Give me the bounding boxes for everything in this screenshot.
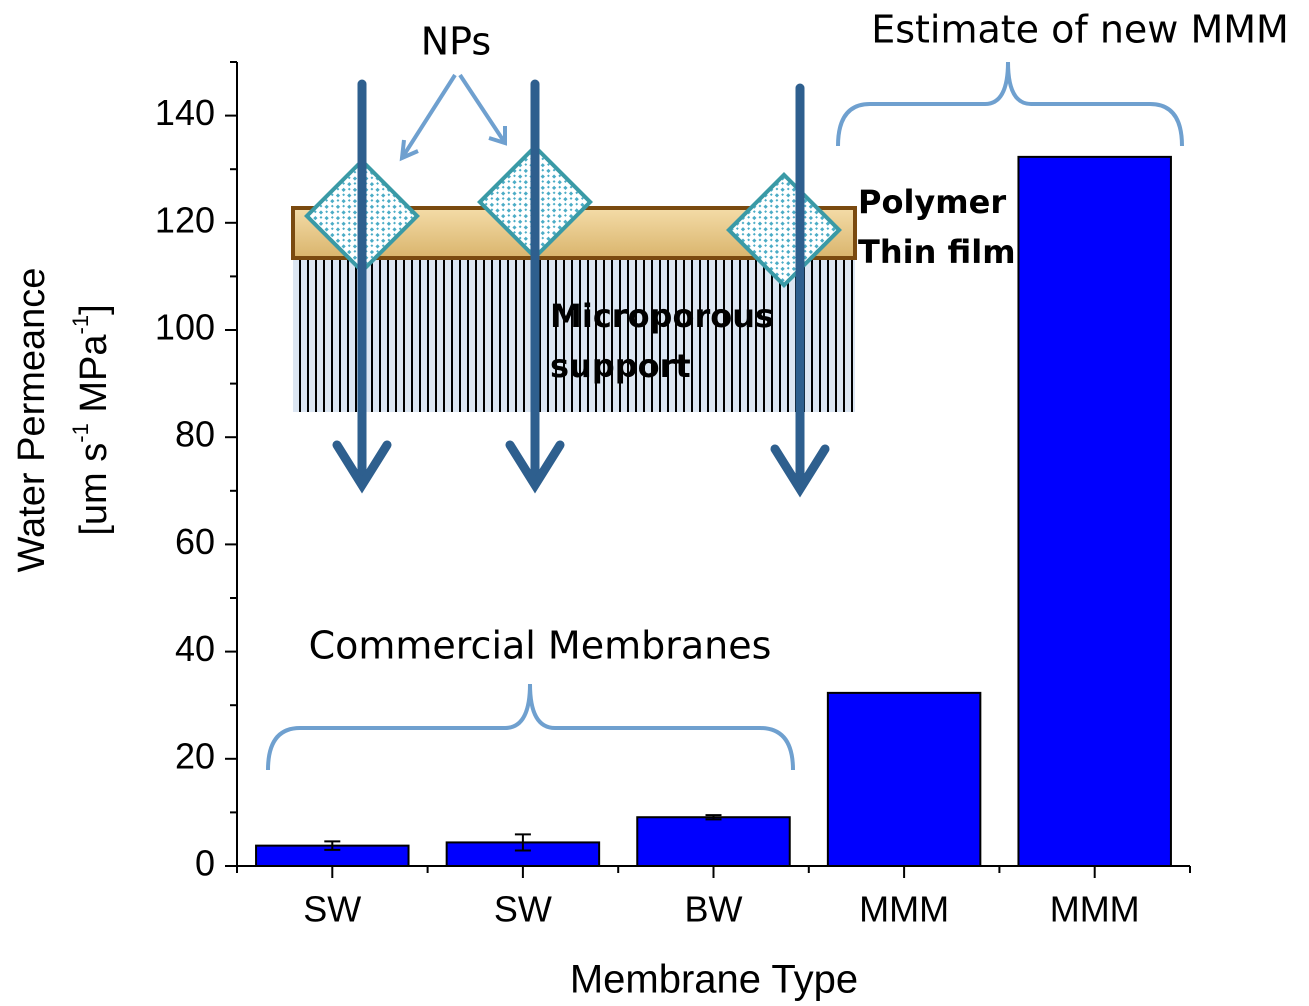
bar — [637, 817, 789, 866]
annotation: Thin film — [858, 233, 1016, 271]
bar — [828, 693, 980, 866]
np-pointers — [402, 75, 505, 158]
chart: 0 20 40 60 80 100 120 140 SW SW BW MMM MMM NPs Estim… — [0, 0, 1309, 1006]
y-tick-label: 120 — [155, 199, 215, 240]
superscript: -1 — [68, 315, 93, 335]
units-text: MPa — [73, 334, 115, 424]
annotation: Polymer — [858, 183, 1006, 221]
annotation: Estimate of new MMM — [871, 8, 1289, 52]
annotation: support — [550, 347, 691, 385]
brace — [268, 684, 793, 770]
plot-area: 0 20 40 60 80 100 120 140 SW SW BW MMM MMM — [155, 62, 1190, 930]
y-axis-units: [um s-1 MPa-1] — [68, 304, 115, 535]
annotation: Commercial Membranes — [309, 624, 772, 668]
y-tick-label: 20 — [175, 735, 215, 776]
brace — [838, 62, 1182, 146]
y-tick-label: 40 — [175, 628, 215, 669]
x-tick-label: SW — [494, 889, 552, 930]
x-tick-label: MMM — [1050, 889, 1140, 930]
units-text: [um s — [73, 443, 115, 536]
annotation: NPs — [421, 20, 491, 64]
y-tick-label: 80 — [175, 414, 215, 455]
x-axis-label: Membrane Type — [570, 958, 858, 1002]
x-tick-label: MMM — [859, 889, 949, 930]
support-layer — [293, 258, 855, 412]
y-tick-label: 140 — [155, 92, 215, 133]
x-tick-label: SW — [303, 889, 361, 930]
y-tick-label: 100 — [155, 307, 215, 348]
units-text: ] — [73, 304, 115, 315]
y-tick-label: 60 — [175, 521, 215, 562]
y-tick-label: 0 — [195, 843, 215, 884]
bar — [1018, 157, 1170, 866]
y-axis-label: Water Permeance — [11, 268, 53, 573]
annotation: Microporous — [550, 297, 774, 335]
superscript: -1 — [68, 423, 93, 443]
x-tick-label: BW — [685, 889, 743, 930]
